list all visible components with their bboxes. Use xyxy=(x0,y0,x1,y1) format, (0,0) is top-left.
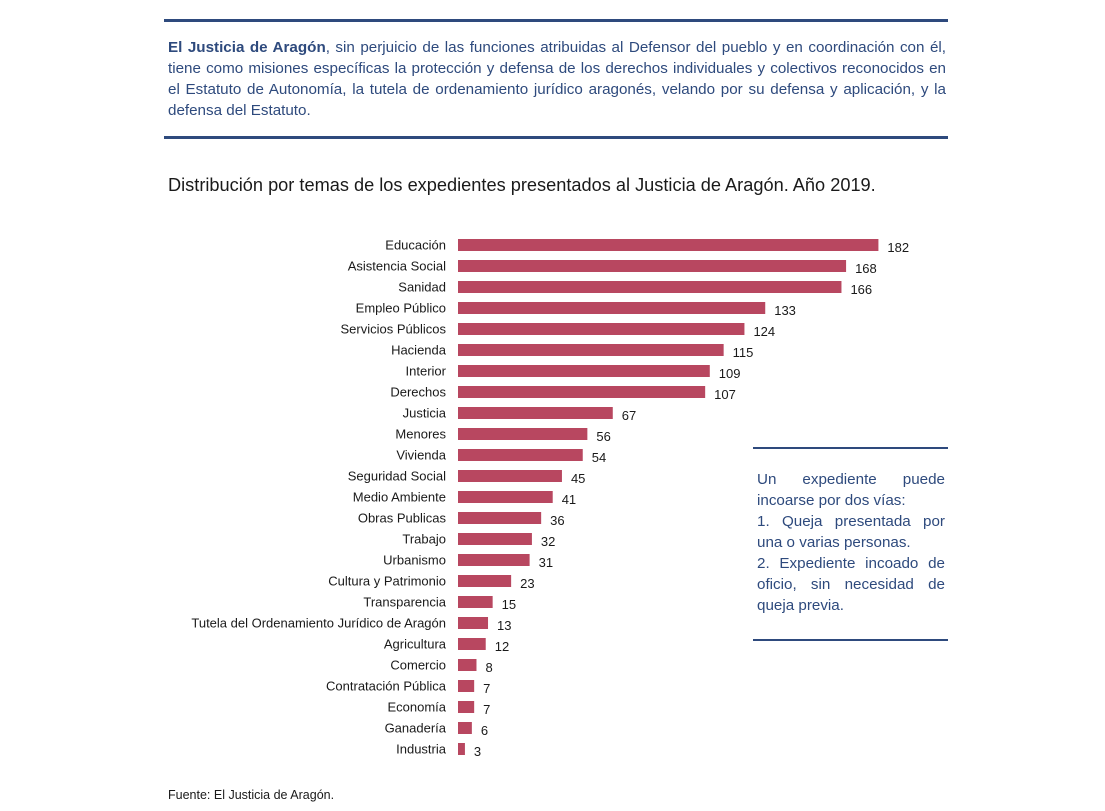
note-bottom-rule xyxy=(753,639,948,641)
value-label: 36 xyxy=(550,513,564,528)
bar xyxy=(458,344,724,356)
value-label: 12 xyxy=(495,639,509,654)
value-label: 31 xyxy=(539,555,553,570)
category-label: Cultura y Patrimonio xyxy=(328,574,446,589)
value-label: 13 xyxy=(497,618,511,633)
category-label: Comercio xyxy=(390,658,446,673)
note-box: Un expediente puede incoarse por dos vía… xyxy=(757,469,945,616)
category-label: Interior xyxy=(406,364,447,379)
category-label: Seguridad Social xyxy=(348,469,446,484)
value-label: 32 xyxy=(541,534,555,549)
value-label: 23 xyxy=(520,576,534,591)
note-line-1: Un expediente puede incoarse por dos vía… xyxy=(757,471,945,509)
bar xyxy=(458,386,706,398)
value-label: 15 xyxy=(502,597,516,612)
bar xyxy=(458,533,532,545)
value-label: 45 xyxy=(571,471,585,486)
value-label: 133 xyxy=(774,303,796,318)
category-label: Hacienda xyxy=(391,343,447,358)
category-label: Urbanismo xyxy=(383,553,446,568)
value-label: 56 xyxy=(596,429,610,444)
bar xyxy=(458,260,847,272)
bar xyxy=(458,554,530,566)
value-label: 168 xyxy=(855,261,877,276)
value-label: 67 xyxy=(622,408,636,423)
note-line-3: 2. Expediente incoado de oficio, sin nec… xyxy=(757,555,945,614)
category-label: Ganadería xyxy=(385,721,447,736)
category-label: Menores xyxy=(395,427,446,442)
value-label: 107 xyxy=(714,387,736,402)
source-note: Fuente: El Justicia de Aragón. xyxy=(168,788,335,802)
bar xyxy=(458,407,613,419)
value-label: 3 xyxy=(474,744,481,759)
bar xyxy=(458,428,588,440)
category-label: Transparencia xyxy=(363,595,446,610)
value-label: 7 xyxy=(483,702,490,717)
bar xyxy=(458,239,879,251)
value-label: 54 xyxy=(592,450,606,465)
chart-title: Distribución por temas de los expediente… xyxy=(168,175,876,195)
category-label: Asistencia Social xyxy=(348,259,446,274)
bar xyxy=(458,617,489,629)
intro-text: , sin perjuicio de las funciones atribui… xyxy=(168,39,946,119)
value-label: 41 xyxy=(562,492,576,507)
category-label: Trabajo xyxy=(402,532,446,547)
category-label: Servicios Públicos xyxy=(341,322,447,337)
bar xyxy=(458,701,475,713)
category-label: Empleo Público xyxy=(356,301,446,316)
category-label: Economía xyxy=(387,700,446,715)
intro-bottom-rule xyxy=(164,136,948,139)
category-label: Derechos xyxy=(390,385,446,400)
bar xyxy=(458,470,562,482)
category-label: Vivienda xyxy=(396,448,446,463)
category-label: Sanidad xyxy=(398,280,446,295)
value-label: 7 xyxy=(483,681,490,696)
value-label: 8 xyxy=(485,660,492,675)
bar xyxy=(458,512,542,524)
bar xyxy=(458,449,583,461)
top-rule xyxy=(164,19,948,22)
bar xyxy=(458,302,766,314)
bar xyxy=(458,638,486,650)
bar xyxy=(458,743,465,755)
category-label: Contratación Pública xyxy=(326,679,447,694)
value-label: 166 xyxy=(850,282,872,297)
value-label: 124 xyxy=(753,324,775,339)
value-label: 109 xyxy=(719,366,741,381)
bar xyxy=(458,680,475,692)
category-label: Agricultura xyxy=(384,637,447,652)
value-label: 6 xyxy=(481,723,488,738)
category-label: Obras Publicas xyxy=(358,511,447,526)
bar xyxy=(458,722,472,734)
bar xyxy=(458,491,553,503)
value-label: 182 xyxy=(887,240,909,255)
note-line-2: 1. Queja presentada por una o varias per… xyxy=(757,513,945,551)
intro-bold: El Justicia de Aragón xyxy=(168,39,326,56)
category-label: Industria xyxy=(396,742,447,757)
bar xyxy=(458,323,745,335)
note-top-rule xyxy=(753,447,948,449)
bar xyxy=(458,575,512,587)
bar xyxy=(458,659,477,671)
value-label: 115 xyxy=(733,345,754,360)
category-label: Justicia xyxy=(403,406,447,421)
category-label: Medio Ambiente xyxy=(353,490,446,505)
intro-paragraph: El Justicia de Aragón, sin perjuicio de … xyxy=(168,37,946,121)
bar xyxy=(458,596,493,608)
category-label: Educación xyxy=(385,238,446,253)
bar xyxy=(458,365,710,377)
bar xyxy=(458,281,842,293)
category-label: Tutela del Ordenamiento Jurídico de Arag… xyxy=(191,616,446,631)
